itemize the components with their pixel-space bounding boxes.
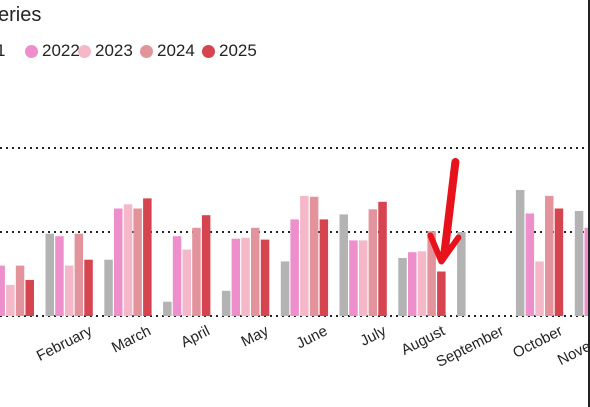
bar-2022-October[interactable] bbox=[525, 213, 535, 317]
legend-item-2024[interactable]: 2024 bbox=[140, 41, 195, 61]
legend-label: 2022 bbox=[42, 41, 80, 60]
bar-2022-March[interactable] bbox=[114, 208, 123, 317]
bar-2023-July[interactable] bbox=[358, 240, 368, 316]
bar-2024-March[interactable] bbox=[133, 208, 142, 317]
bar-2025-June[interactable] bbox=[319, 219, 329, 316]
bar-1-July[interactable] bbox=[339, 214, 349, 316]
bar-1-June[interactable] bbox=[280, 261, 290, 316]
bar-2024-June[interactable] bbox=[309, 196, 319, 316]
bar-2022-May[interactable] bbox=[231, 238, 241, 316]
x-tick-label-february: February bbox=[34, 322, 96, 365]
legend-label: 1 bbox=[0, 41, 6, 60]
bar-2025-April[interactable] bbox=[201, 215, 211, 316]
bar-2025-cat0[interactable] bbox=[25, 279, 35, 316]
legend-label: 2024 bbox=[157, 41, 195, 60]
legend-item-2022[interactable]: 2022 bbox=[25, 41, 80, 61]
bar-2025-August[interactable] bbox=[437, 271, 446, 317]
legend-swatch bbox=[25, 44, 38, 58]
legend-label: 2023 bbox=[95, 41, 133, 60]
bar-1-November[interactable] bbox=[574, 211, 584, 316]
bar-1-February[interactable] bbox=[45, 233, 55, 316]
annotation-arrow-shaft bbox=[440, 158, 460, 258]
bar-2024-July[interactable] bbox=[368, 209, 378, 316]
x-tick-label-september: September bbox=[434, 322, 507, 370]
bar-1-April[interactable] bbox=[163, 301, 172, 316]
bar-2025-May[interactable] bbox=[260, 239, 270, 316]
bar-1-March[interactable] bbox=[104, 259, 113, 316]
chart-title: eries bbox=[0, 4, 42, 26]
legend-label: 2025 bbox=[219, 41, 257, 60]
bar-2025-July[interactable] bbox=[378, 201, 387, 316]
bar-2025-October[interactable] bbox=[554, 208, 564, 317]
bar-2022-cat0[interactable] bbox=[0, 265, 5, 316]
bar-2024-February[interactable] bbox=[74, 233, 84, 316]
x-tick-label-july: July bbox=[358, 322, 390, 349]
bar-1-August[interactable] bbox=[398, 258, 407, 316]
bar-2025-March[interactable] bbox=[143, 198, 152, 316]
bar-1-May[interactable] bbox=[221, 290, 231, 316]
bar-2023-March[interactable] bbox=[123, 204, 133, 316]
bar-1-September[interactable] bbox=[457, 232, 466, 316]
legend-swatch bbox=[140, 44, 153, 58]
bar-2023-October[interactable] bbox=[535, 261, 544, 316]
bar-2024-August[interactable] bbox=[427, 231, 436, 316]
bar-2023-April[interactable] bbox=[182, 249, 192, 316]
bar-2025-February[interactable] bbox=[84, 259, 93, 316]
bar-2024-cat0[interactable] bbox=[15, 265, 25, 316]
bar-2023-June[interactable] bbox=[300, 195, 309, 316]
x-tick-label-april: April bbox=[178, 322, 212, 351]
bar-2023-February[interactable] bbox=[64, 265, 74, 316]
bar-2022-June[interactable] bbox=[290, 219, 299, 316]
bar-2023-cat0[interactable] bbox=[6, 284, 15, 316]
bar-1-October[interactable] bbox=[515, 190, 525, 316]
annotation-arrow-head bbox=[427, 232, 462, 265]
bar-2024-April[interactable] bbox=[192, 227, 201, 316]
legend-item-1[interactable]: 1 bbox=[0, 41, 5, 61]
legend-item-2025[interactable]: 2025 bbox=[202, 41, 257, 61]
bar-2024-October[interactable] bbox=[545, 195, 554, 316]
legend-item-2023[interactable]: 2023 bbox=[78, 41, 133, 61]
bar-2022-April[interactable] bbox=[172, 236, 182, 316]
bar-2022-February[interactable] bbox=[55, 236, 64, 316]
x-tick-label-march: March bbox=[109, 322, 154, 356]
x-tick-label-june: June bbox=[294, 322, 331, 352]
legend-swatch bbox=[202, 44, 215, 58]
legend-swatch bbox=[78, 44, 91, 58]
bar-2022-July[interactable] bbox=[349, 240, 358, 316]
bar-2022-November[interactable] bbox=[584, 227, 589, 316]
bar-2022-August[interactable] bbox=[408, 252, 417, 316]
x-tick-label-may: May bbox=[238, 322, 271, 350]
bar-2023-May[interactable] bbox=[241, 237, 250, 316]
bar-2024-May[interactable] bbox=[251, 227, 260, 316]
bar-2023-August[interactable] bbox=[417, 251, 427, 316]
